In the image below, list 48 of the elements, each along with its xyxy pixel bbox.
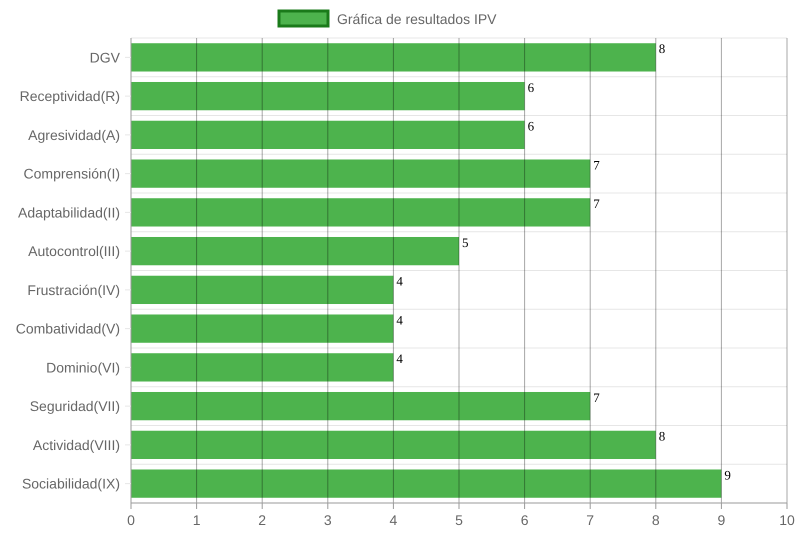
data-label: 4 [396, 274, 404, 289]
y-tick-label: Agresividad(A) [28, 126, 120, 143]
y-tick-label: Combatividad(V) [16, 320, 120, 337]
bar [131, 120, 525, 150]
x-tick-label: 8 [652, 512, 660, 528]
y-tick-label: Dominio(VI) [46, 359, 120, 376]
bar [131, 392, 590, 420]
y-tick-label: Frustración(IV) [27, 282, 120, 298]
bar [131, 198, 590, 227]
bar [131, 236, 459, 266]
x-tick-label: 0 [127, 512, 136, 528]
data-label: 7 [593, 196, 600, 212]
bar [131, 43, 656, 72]
data-label: 8 [658, 41, 666, 56]
y-tick-label: Actividad(VIII) [32, 436, 120, 453]
data-label: 7 [593, 157, 600, 172]
x-tick-label: 2 [258, 512, 266, 528]
y-tick-label: Seguridad(VII) [30, 398, 120, 414]
y-tick-label: Sociabilidad(IX) [22, 476, 120, 492]
x-tick-label: 1 [192, 512, 201, 528]
bar [131, 430, 656, 460]
bar [131, 314, 394, 343]
x-tick-label: 6 [520, 512, 529, 528]
y-tick-label: Receptividad(R) [20, 88, 120, 104]
data-label: 7 [593, 390, 600, 405]
data-label: 6 [528, 80, 535, 95]
data-label: 4 [396, 312, 404, 328]
legend-label: Gráfica de resultados IPV [337, 11, 498, 27]
bar [131, 82, 525, 110]
y-tick-label: Autocontrol(III) [28, 243, 120, 260]
data-label: 8 [658, 428, 666, 444]
x-tick-label: 7 [586, 512, 594, 528]
x-tick-label: 5 [455, 512, 464, 528]
x-tick-label: 9 [718, 512, 726, 528]
bar [131, 276, 394, 304]
y-tick-label: Comprensión(I) [24, 166, 120, 182]
bar [131, 469, 722, 498]
bar [131, 353, 394, 382]
data-label: 5 [462, 234, 468, 250]
y-tick-label: Adaptabilidad(II) [18, 204, 120, 220]
x-tick-label: 10 [779, 512, 795, 528]
data-label: 9 [724, 467, 731, 482]
data-label: 4 [396, 351, 404, 366]
x-tick-label: 3 [324, 512, 332, 528]
data-label: 6 [528, 118, 535, 134]
x-tick-label: 4 [390, 512, 398, 528]
bar [131, 159, 590, 188]
y-tick-label: DGV [90, 49, 121, 66]
